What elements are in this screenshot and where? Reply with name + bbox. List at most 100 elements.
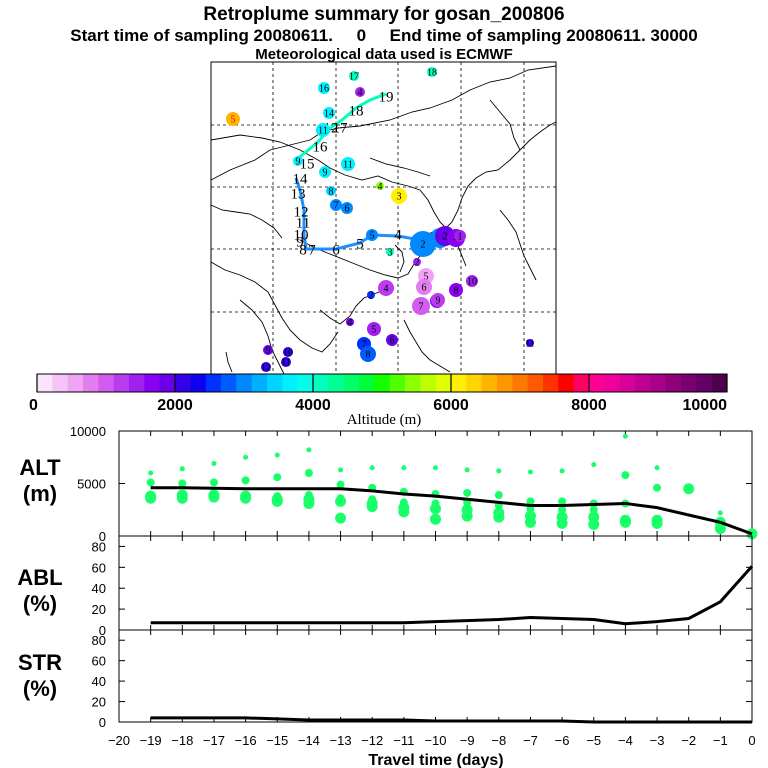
colorbar-segment [159, 374, 176, 392]
map-marker-label: 9 [266, 346, 271, 357]
alt-data-point [621, 471, 630, 480]
map-marker-label: 10 [283, 348, 293, 359]
colorbar-segment [190, 374, 207, 392]
alt-data-point [303, 497, 315, 509]
map-marker-label: 2 [421, 240, 426, 251]
alt-data-point [559, 468, 565, 474]
map-marker-dot [378, 280, 394, 296]
alt-data-point [241, 476, 250, 485]
alt-data-point [651, 517, 663, 529]
str-y-tick-label: 60 [92, 654, 106, 669]
alt-data-point [589, 505, 598, 514]
abl-unit: (%) [22, 591, 58, 616]
map-marker-label: 11 [343, 160, 353, 171]
map-marker-label: 3 [397, 192, 402, 203]
map-marker-dot [367, 322, 381, 336]
map-marker-label: 9 [296, 234, 304, 250]
map-marker-label: 18 [427, 68, 437, 79]
x-tick-label: −16 [235, 733, 257, 748]
map-marker-label: 4 [358, 88, 363, 99]
map-marker-label: 7 [362, 340, 367, 351]
met-data-note: Meteorological data used is ECMWF [255, 46, 513, 63]
map-marker-dot [346, 318, 354, 326]
colorbar-segment [98, 374, 115, 392]
map-marker-dot [330, 199, 342, 211]
colorbar-segment [282, 374, 299, 392]
map-marker-label: 7 [419, 302, 424, 313]
str-y-tick-label: 20 [92, 695, 106, 710]
colorbar-segment [512, 374, 529, 392]
colorbar-segment [251, 374, 268, 392]
abl-panel-frame [118, 535, 753, 631]
alt-mean-line [150, 486, 753, 536]
map-marker-dot [427, 67, 437, 77]
map-marker-label: 17 [349, 72, 359, 83]
abl-y-tick-label: 40 [92, 581, 106, 596]
str-unit: (%) [22, 676, 58, 701]
colorbar-segment [573, 374, 590, 392]
x-tick-label: −3 [650, 733, 665, 748]
colorbar-segment [681, 374, 697, 392]
map-marker-label: 5 [370, 231, 375, 242]
map-marker-dot [318, 82, 330, 94]
str-axis-label: STR (%) [0, 650, 80, 702]
x-tick-label: −15 [266, 733, 288, 748]
map-marker-label: 2 [369, 291, 374, 302]
alt-data-point [240, 492, 252, 504]
map-marker-label: 5 [231, 115, 236, 126]
map-marker-label: 9 [323, 168, 328, 179]
map-marker-label: 6 [345, 204, 350, 215]
alt-data-point [622, 433, 628, 439]
alt-unit: (m) [22, 481, 58, 506]
map-marker-label: 8 [299, 242, 307, 258]
alt-data-point [591, 462, 597, 468]
map-marker-label: 10 [294, 227, 309, 243]
alt-data-point [588, 518, 600, 530]
map-marker-dot [526, 339, 534, 347]
map-marker-label: 6 [422, 283, 427, 294]
alt-data-point [683, 483, 695, 495]
map-marker-label: 14 [293, 171, 309, 187]
x-tick-label: −14 [298, 733, 320, 748]
map-marker-label: 11 [281, 358, 291, 369]
colorbar-segment [481, 374, 498, 392]
colorbar-segment [343, 374, 360, 392]
colorbar-segment [67, 374, 84, 392]
map-marker-dot [349, 71, 359, 81]
colorbar-segment [619, 374, 636, 392]
alt-data-point [714, 523, 726, 535]
alt-label-text: ALT [19, 455, 61, 480]
map-marker-label: 10 [467, 277, 477, 288]
x-tick-label: −17 [203, 733, 225, 748]
alt-data-point [335, 495, 347, 507]
colorbar-segment [711, 374, 728, 392]
colorbar-segment [558, 374, 575, 392]
map-marker-label: 12 [294, 204, 309, 220]
map-marker-dot [416, 279, 432, 295]
map-marker-dot [386, 334, 398, 346]
colorbar-segment [389, 374, 406, 392]
map-marker-label: 18 [349, 103, 364, 119]
map-marker-label: 7 [334, 201, 339, 212]
colorbar-segment [221, 374, 237, 392]
x-tick-label: −10 [424, 733, 446, 748]
map-marker-label: 5 [424, 272, 429, 283]
map-marker-label: 12 [261, 363, 271, 374]
alt-data-point [178, 479, 187, 488]
map-marker-label: 6 [332, 242, 340, 258]
x-tick-label: −19 [140, 733, 162, 748]
x-tick-label: −6 [555, 733, 570, 748]
map-marker-dot [323, 107, 335, 119]
colorbar-segment [267, 374, 283, 392]
colorbar-tick-label: 6000 [433, 397, 469, 414]
alt-data-point [430, 503, 441, 515]
map-marker-dot [355, 87, 365, 97]
sampling-times: Start time of sampling 20080611. 0 End t… [70, 26, 698, 45]
map-marker-label: 8 [454, 286, 459, 297]
alt-y-tick-label: 5000 [77, 477, 106, 492]
map-marker-label: 4 [378, 182, 383, 193]
colorbar-segment [635, 374, 651, 392]
colorbar-segment [359, 374, 375, 392]
alt-data-point [496, 468, 502, 474]
alt-data-point [526, 497, 535, 506]
